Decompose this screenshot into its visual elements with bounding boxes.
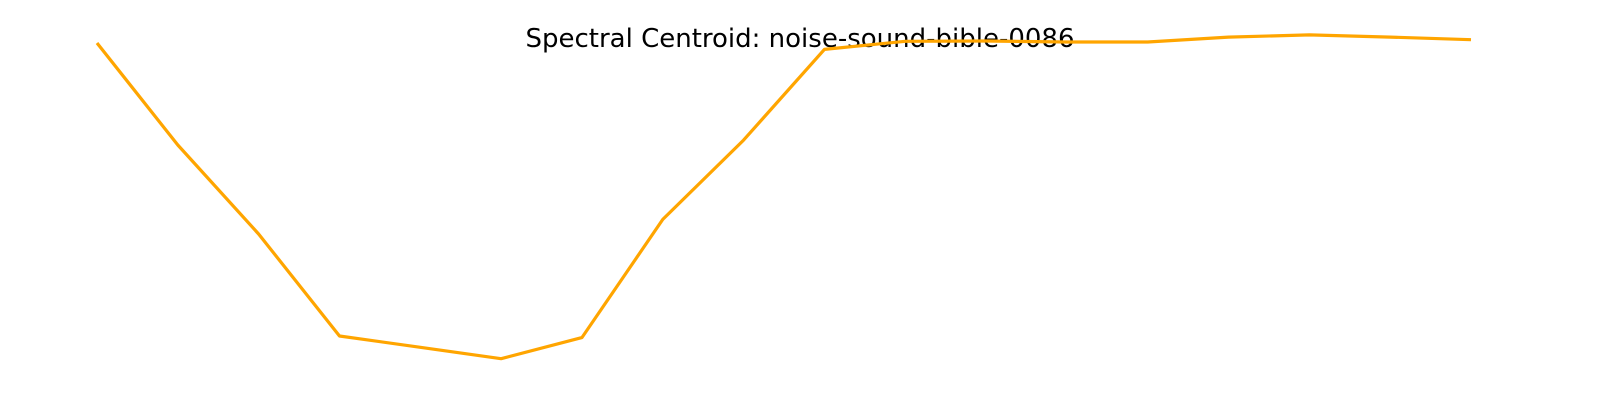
chart-title: Spectral Centroid: noise-sound-bible-008… bbox=[525, 24, 1075, 54]
series-line bbox=[95, 33, 1472, 361]
